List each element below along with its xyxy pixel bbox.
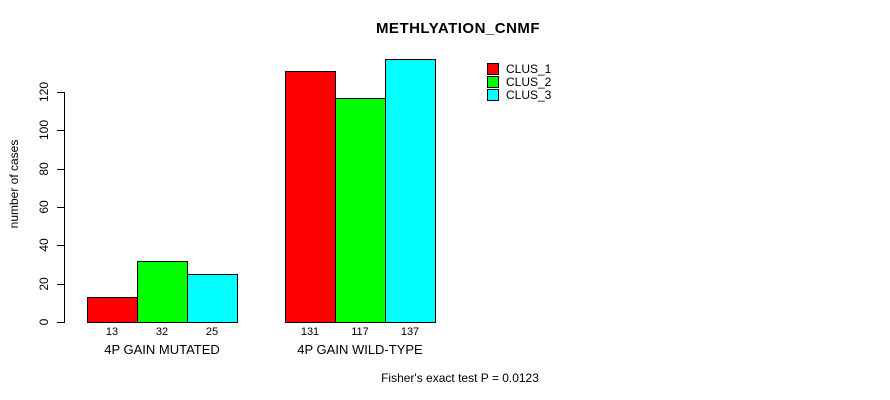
bar-clus_3-group1 <box>187 274 238 323</box>
x-category-label: 4P GAIN WILD-TYPE <box>297 342 423 357</box>
y-axis-tick-label: 100 <box>37 119 51 141</box>
legend-item-label: CLUS_2 <box>506 74 552 89</box>
legend-color-swatch <box>487 75 499 88</box>
y-axis-tick-label: 40 <box>37 238 51 252</box>
footer-annotation: Fisher's exact test P = 0.0123 <box>381 371 539 385</box>
y-axis-tick <box>57 92 64 93</box>
bar-value-label: 131 <box>300 326 320 338</box>
bar-value-label: 32 <box>155 326 169 338</box>
legend: CLUS_1 CLUS_2 CLUS_3 <box>487 61 552 102</box>
bar-value-label: 117 <box>351 326 369 338</box>
y-axis-tick <box>57 169 64 170</box>
bar-clus_3-group2 <box>385 59 436 323</box>
y-axis-tick-label: 60 <box>37 200 51 214</box>
y-axis-label: number of cases <box>7 139 21 229</box>
x-category-label: 4P GAIN MUTATED <box>104 342 220 357</box>
y-axis-tick-label: 120 <box>37 81 51 103</box>
bar-clus_1-group2 <box>285 71 336 323</box>
bar-clus_2-group1 <box>137 261 188 323</box>
bar-clus_1-group1 <box>87 297 138 323</box>
y-axis-tick-label: 80 <box>37 162 51 176</box>
y-axis-tick-label: 20 <box>37 277 51 291</box>
legend-item: CLUS_1 <box>487 61 552 76</box>
y-axis-tick <box>57 207 64 208</box>
legend-item-label: CLUS_3 <box>506 87 552 102</box>
chart-title: METHLYATION_CNMF <box>375 20 541 37</box>
y-axis-tick-label: 0 <box>37 318 51 326</box>
y-axis-tick <box>57 245 64 246</box>
legend-item: CLUS_3 <box>487 87 552 102</box>
y-axis-tick <box>57 322 64 323</box>
legend-item-label: CLUS_1 <box>506 61 552 76</box>
bar-clus_2-group2 <box>335 98 386 323</box>
y-axis-tick <box>57 284 64 285</box>
bar-value-label: 25 <box>205 326 219 338</box>
legend-item: CLUS_2 <box>487 74 552 89</box>
bar-value-label: 137 <box>400 326 420 338</box>
legend-color-swatch <box>487 88 499 101</box>
legend-color-swatch <box>487 62 499 75</box>
y-axis-tick <box>57 130 64 131</box>
bar-value-label: 13 <box>105 326 119 338</box>
y-axis-line <box>64 92 65 323</box>
